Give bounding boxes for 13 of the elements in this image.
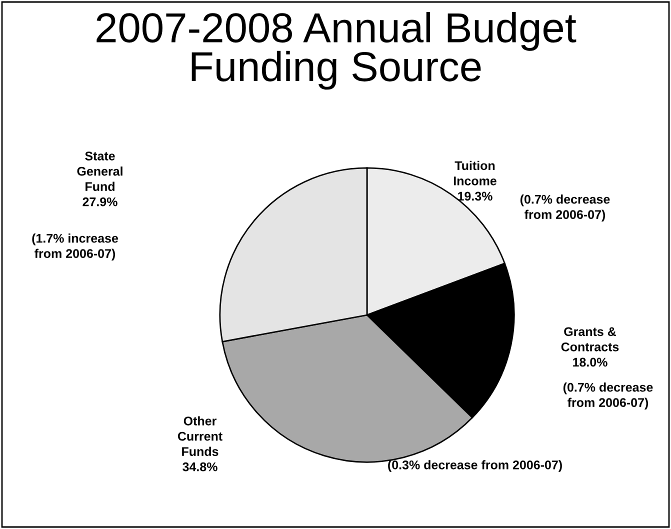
- text: (0.7% decrease from 2006-07): [520, 194, 610, 222]
- text: (0.3% decrease from 2006-07): [388, 460, 562, 472]
- slice-label: Grants & Contracts: [561, 327, 619, 352]
- chart-title: 2007-2008 Annual Budget Funding Source: [96, 12, 576, 90]
- slice-label: State General Fund: [77, 152, 122, 191]
- text: (1.7% increase from 2006-07): [32, 234, 118, 260]
- data-label: 27.9%: [82, 197, 118, 206]
- text: (0.7% decrease from 2006-07): [563, 382, 653, 410]
- data-label: 19.3%: [458, 192, 492, 201]
- slice-label: Tuition Income: [454, 160, 496, 186]
- data-label: 18.0%: [573, 358, 608, 367]
- slice-label: Other Current Funds: [178, 416, 222, 456]
- data-label: 34.8%: [182, 462, 218, 472]
